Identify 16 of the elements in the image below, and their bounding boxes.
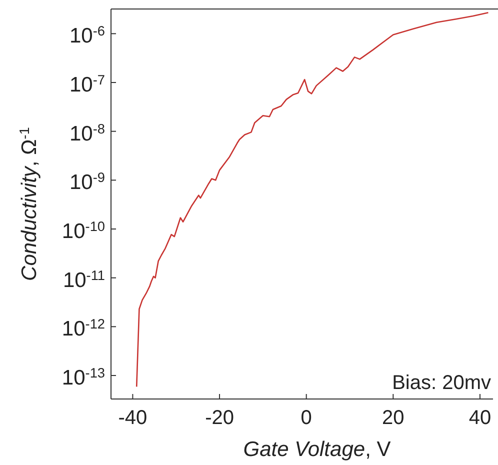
y-tick-label: 10$^{-7}$	[70, 72, 105, 96]
y-tick-label: 10$^{-10}$	[62, 218, 106, 243]
x-tick-label: 40	[468, 407, 492, 429]
y-tick-label: 10$^{-9}$	[70, 170, 105, 194]
y-tick-label: 10$^{-8}$	[70, 120, 105, 146]
y-tick-label: 10$^{-6}$	[70, 23, 105, 48]
annotation: Bias: 20mv	[392, 372, 491, 394]
x-axis-title: Gate Voltage, V	[243, 438, 391, 461]
y-tick-label: 10$^{-13}$	[62, 364, 105, 390]
x-tick-label: 20	[382, 407, 404, 429]
line-series	[136, 12, 489, 388]
y-tick-label: 10$^{-11}$	[62, 267, 105, 292]
x-tick-label: 0	[300, 407, 312, 429]
x-tick-label: -40	[118, 407, 148, 429]
y-tick-label: 10$^{-12}$	[62, 316, 105, 341]
x-tick-label: -20	[205, 407, 234, 429]
